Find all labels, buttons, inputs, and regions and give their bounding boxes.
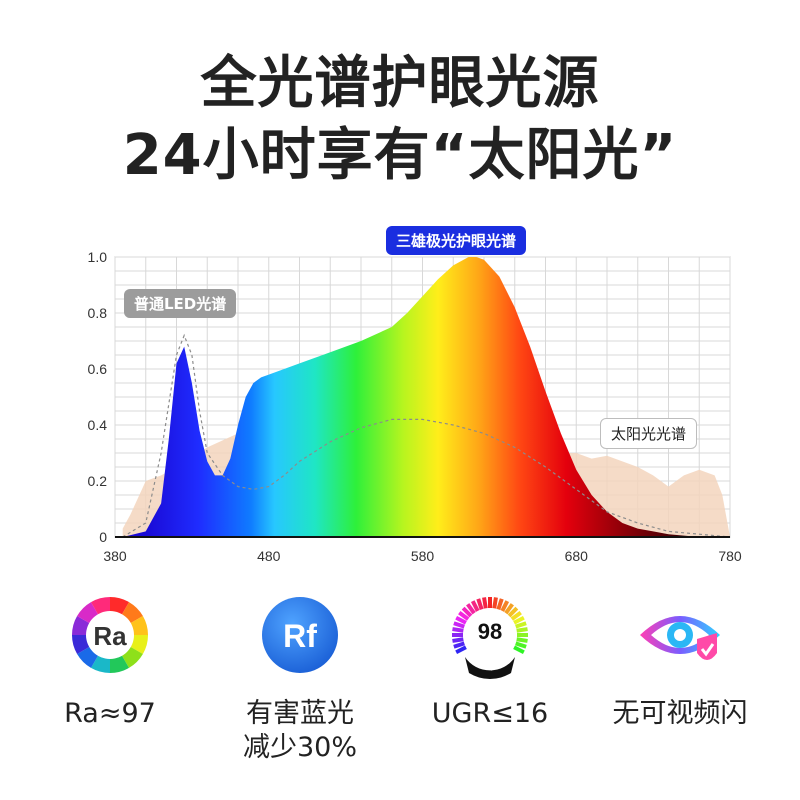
ra-color-wheel-icon: Ra [72,597,148,673]
cqs-ring-tick [510,611,522,621]
cqs-ring-tick [455,615,467,625]
cqs-ring-tick [458,611,470,621]
cqs-ring-tick [507,606,519,618]
cqs-ring-tick [455,645,467,655]
x-tick-label: 780 [718,548,742,564]
cqs-ring-tick [504,603,514,615]
cqs-ring-tick [476,598,484,610]
feature-ugr: 98 CQS UGR≤16 [395,595,585,731]
cqs-ring-tick [492,597,498,609]
ra-wheel-segment [110,597,129,616]
ra-wheel-segment [110,654,129,673]
ra-wheel-segment [91,597,110,616]
led-spectrum-line [122,333,731,538]
cqs-ring-tick [516,627,528,633]
ra-wheel-segment [129,635,148,654]
cqs-ring-tick [513,615,525,625]
headline-line-2: 24小时享有“太阳光” [122,123,678,188]
x-tick-label: 580 [411,548,435,564]
y-tick-label: 0 [99,529,107,545]
ra-wheel-segment [129,616,148,635]
feature-ugr-line1: UGR≤16 [431,698,549,729]
rf-icon-text: Rf [283,618,317,654]
feature-flicker-label: 无可视频闪 [585,697,775,731]
feature-rf-line1: 有害蓝光 [246,698,354,729]
x-tick-label: 680 [565,548,589,564]
y-tick-label: 0.6 [88,361,108,377]
rf-blue-circle-icon: Rf [262,597,338,673]
eye-shield-icon [640,616,720,660]
cqs-ring-tick [453,641,465,649]
feature-rf-label: 有害蓝光 减少30% [205,697,395,765]
feature-flicker: 无可视频闪 [585,595,775,731]
feature-ra-label: Ra≈97 [15,697,205,731]
x-tick-label: 480 [257,548,281,564]
spectrum-chart: 0 0.2 0.4 0.6 0.8 1.0 380 480 580 680 780 [88,249,742,564]
cqs-98-badge-icon: 98 CQS [452,597,528,679]
y-tick-label: 0.8 [88,305,108,321]
cqs-ring-tick [515,641,527,649]
cqs-ring-tick [482,597,488,609]
cqs-ring-tick [470,600,480,612]
cqs-ring-tick [515,621,527,629]
cqs-icon-number: 98 [478,619,502,644]
feature-flicker-line1: 无可视频闪 [612,698,748,729]
cqs-ring-tick [513,645,525,655]
cqs-ring-tick [466,603,476,615]
sun-spectrum-tag: 太阳光光谱 [600,418,698,449]
tri-spectrum-area [122,257,730,537]
feature-rf: Rf 有害蓝光 减少30% [205,595,395,765]
y-tick-label: 0.2 [88,473,108,489]
cqs-ring-tick [461,606,473,618]
ra-wheel-segment [72,635,91,654]
y-tick-label: 1.0 [88,249,108,265]
feature-rf-line2: 减少30% [242,732,357,763]
feature-ugr-label: UGR≤16 [395,697,585,731]
cqs-ring-tick [452,637,464,643]
cqs-ring-tick [452,627,464,633]
led-spectrum-tag: 普通LED光谱 [124,289,237,318]
tri-spectrum-tag: 三雄极光护眼光谱 [386,226,527,255]
x-tick-label: 380 [103,548,127,564]
feature-ra: Ra Ra≈97 [15,595,205,731]
ra-wheel-segment [91,654,110,673]
cqs-icon-subtext: CQS [481,662,498,671]
feature-ra-line1: Ra≈97 [64,698,156,729]
y-tick-label: 0.4 [88,417,108,433]
cqs-ring-tick [453,621,465,629]
ra-icon-text: Ra [93,621,127,651]
ra-wheel-segment [72,616,91,635]
cqs-ring-tick [500,600,510,612]
headline-line-1: 全光谱护眼光源 [200,51,600,116]
cqs-ring-tick [496,598,504,610]
cqs-ring-tick [516,637,528,643]
